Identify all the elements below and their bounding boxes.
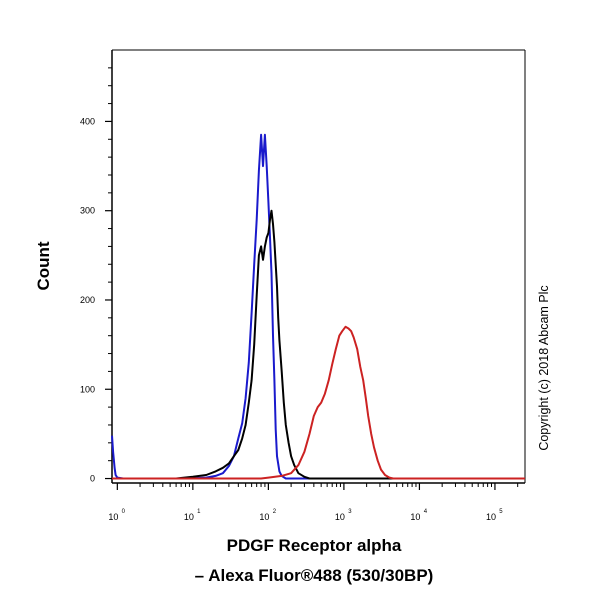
x-axis-label-line2: – Alexa Fluor®488 (530/30BP) [195, 566, 434, 585]
x-tick-exponent: 4 [424, 509, 428, 515]
series-black-line [112, 209, 525, 480]
y-axis-ticks: 0 100 200 300 400 [80, 67, 112, 484]
y-tick-label: 400 [80, 116, 95, 126]
x-tick-label: 10 [410, 512, 420, 522]
y-tick-label: 200 [80, 295, 95, 305]
x-tick-exponent: 3 [348, 509, 352, 515]
x-tick-label: 10 [486, 512, 496, 522]
y-tick-label: 300 [80, 206, 95, 216]
x-tick-exponent: 1 [197, 509, 201, 515]
plot-area [111, 49, 526, 484]
x-tick-label: 10 [335, 512, 345, 522]
series-blue-line [111, 133, 525, 480]
x-tick-exponent: 0 [122, 509, 126, 515]
histogram-series [111, 133, 525, 480]
x-tick-label: 10 [108, 512, 118, 522]
x-tick-exponent: 2 [273, 509, 277, 515]
y-axis-label: Count [34, 241, 53, 290]
x-tick-label: 10 [184, 512, 194, 522]
series-red-line [112, 325, 525, 480]
y-tick-label: 0 [90, 474, 95, 484]
copyright-notice: Copyright (c) 2018 Abcam Plc [537, 285, 551, 450]
x-tick-label: 10 [259, 512, 269, 522]
x-axis-label-line1: PDGF Receptor alpha [227, 536, 402, 555]
x-tick-exponent: 5 [499, 509, 503, 515]
x-axis-ticks: 10 0 10 1 10 2 10 3 10 4 10 5 [108, 483, 519, 522]
y-tick-label: 100 [80, 384, 95, 394]
